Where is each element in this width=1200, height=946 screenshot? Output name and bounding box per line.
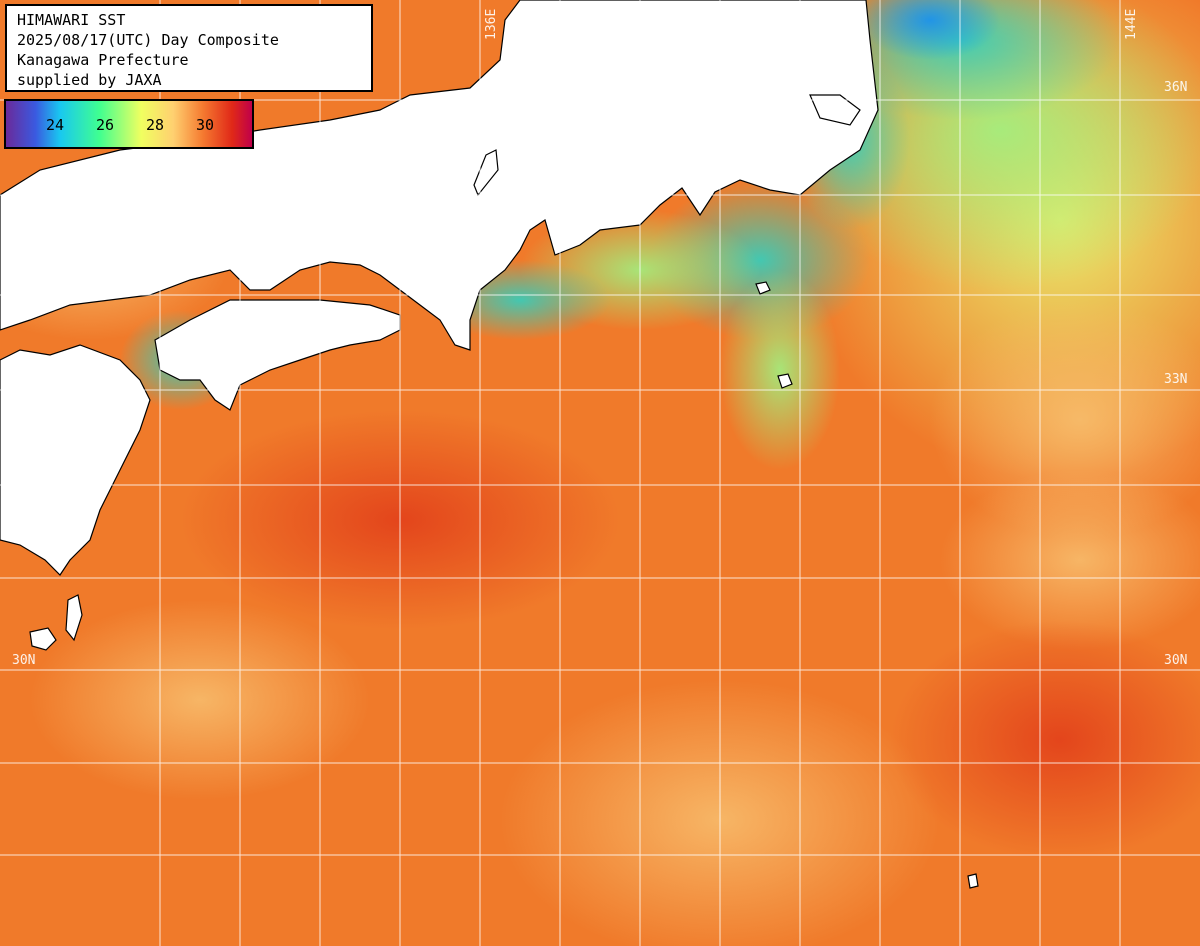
color-legend: 24 26 28 30 <box>4 99 254 149</box>
honshu <box>0 0 879 351</box>
lat-label-33-left: 33 <box>12 372 28 387</box>
legend-tick-26: 26 <box>96 116 114 134</box>
date-composite: 2025/08/17(UTC) Day Composite <box>17 31 279 49</box>
land <box>0 0 979 889</box>
lon-label-144e: 144E <box>1124 8 1139 40</box>
legend-scale: 24 26 28 30 <box>6 101 252 147</box>
data-supplier: supplied by JAXA <box>17 71 162 89</box>
islet-a <box>967 873 979 889</box>
shikoku <box>154 299 401 411</box>
lat-label-33n-right: 33N <box>1164 372 1188 387</box>
kyushu <box>0 344 151 576</box>
lat-label-30n-left: 30N <box>12 653 36 668</box>
map-info-box: HIMAWARI SST 2025/08/17(UTC) Day Composi… <box>5 4 373 92</box>
product-title: HIMAWARI SST <box>17 11 126 29</box>
izu-oshima <box>755 281 771 295</box>
hachijo <box>777 373 793 389</box>
tanegashima <box>65 594 83 642</box>
yakushima <box>29 627 57 651</box>
lat-label-30n-right: 30N <box>1164 653 1188 668</box>
boso-peninsula <box>809 94 861 126</box>
legend-tick-24: 24 <box>46 116 64 134</box>
prefecture: Kanagawa Prefecture <box>17 51 189 69</box>
legend-tick-30: 30 <box>196 116 214 134</box>
lon-label-136e: 136E <box>484 8 499 40</box>
lat-label-36n-right: 36N <box>1164 80 1188 95</box>
legend-tick-28: 28 <box>146 116 164 134</box>
